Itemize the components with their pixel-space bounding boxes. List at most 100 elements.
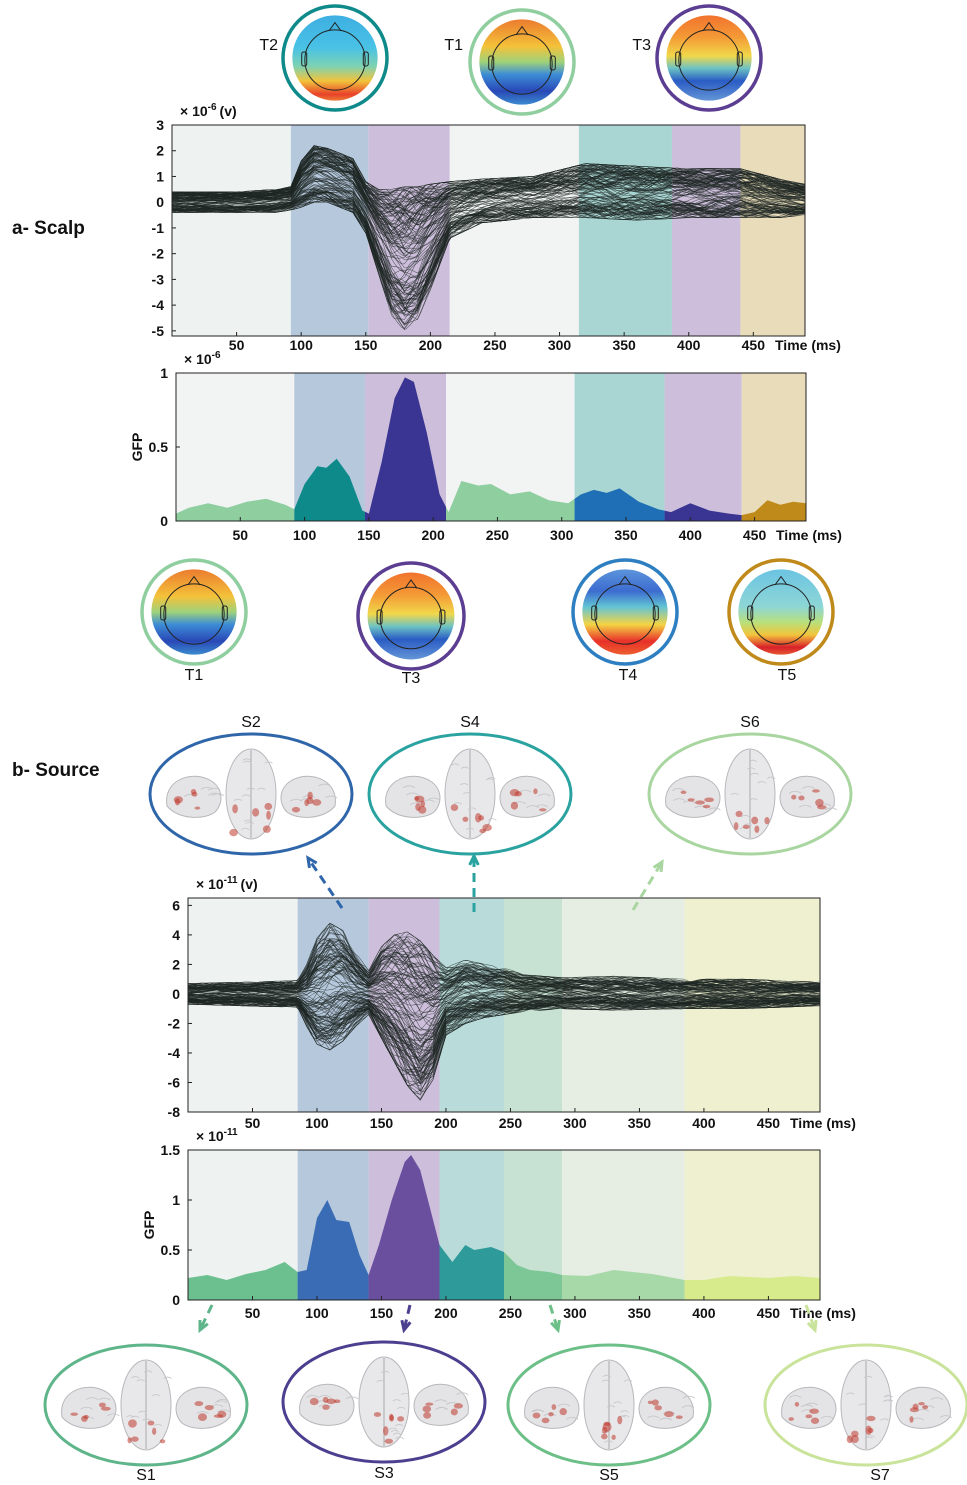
topomap-label: T1 (185, 667, 204, 684)
brain-sulcus (406, 792, 419, 796)
head-outline-icon (163, 583, 225, 645)
activation-spot (217, 1410, 227, 1418)
source-label: S1 (136, 1467, 156, 1484)
x-tick-label: 250 (499, 1305, 523, 1321)
gfp-area-segment (562, 1270, 685, 1300)
x-tick-label: 300 (563, 1305, 587, 1321)
activation-spot (425, 1402, 434, 1406)
brain-sulcus (85, 1397, 99, 1400)
topomap-t2: T2 (259, 4, 389, 112)
time-window-1 (176, 373, 295, 521)
brain-sulcus (434, 1399, 447, 1403)
arrow-shaft (631, 861, 664, 911)
head-outline-icon (594, 583, 656, 645)
activation-spot (764, 817, 770, 825)
y-tick-label: -3 (152, 271, 165, 287)
y-tick-label: 0 (172, 986, 180, 1002)
brain-sulcus (557, 1403, 571, 1407)
arrow-head-icon (400, 1319, 412, 1334)
arrow-to-s2 (306, 855, 344, 909)
activation-spot (384, 1438, 394, 1444)
y-tick-label: -2 (152, 246, 165, 262)
y-tick-label: 0 (160, 513, 168, 529)
ear-icon (376, 609, 383, 625)
brain-sulcus (376, 1380, 385, 1383)
arrow-shaft (402, 1304, 412, 1331)
y-tick-label: -4 (152, 297, 165, 313)
activation-spot (809, 1408, 819, 1414)
x-axis-label: Time (ms) (776, 527, 842, 543)
brain-sulcus (246, 787, 256, 790)
y-tick-label: 1 (156, 168, 164, 184)
brain-sulcus (743, 823, 753, 826)
brain-sulcus (196, 1411, 209, 1414)
brain-sulcus (647, 1415, 660, 1419)
activation-spot (453, 1403, 464, 1409)
activation-spot (326, 1398, 336, 1405)
topomap-label: T2 (259, 37, 278, 54)
activation-spot (851, 1430, 859, 1438)
brain-sulcus (884, 1395, 893, 1398)
arrow-to-s6 (631, 859, 664, 911)
brain-sulcus (682, 1395, 696, 1399)
brain-sulcus (396, 1406, 406, 1410)
erp-trace (187, 999, 821, 1085)
ear-icon (549, 55, 556, 71)
x-tick-label: 200 (419, 337, 443, 353)
activation-spot (130, 1436, 139, 1442)
activation-spot (851, 1435, 859, 1444)
brain-lateral-view (385, 775, 441, 818)
brain-sulcus (730, 792, 740, 796)
brain-sulcus (757, 781, 767, 784)
y-tick-label: 3 (156, 117, 164, 133)
brain-sulcus (345, 1396, 359, 1400)
x-tick-label: 50 (245, 1305, 261, 1321)
activation-spot (128, 1419, 137, 1428)
activation-spot (304, 799, 309, 807)
time-window-2 (297, 898, 369, 1112)
time-window-4 (449, 125, 579, 336)
brain-sulcus (151, 1394, 161, 1397)
brain-lateral-view (499, 775, 555, 818)
activation-spot (812, 789, 820, 793)
brain-sulcus (604, 1440, 613, 1443)
arrow-head-icon (198, 1319, 209, 1334)
arrow-head-icon (806, 1319, 818, 1334)
nose-icon (328, 21, 342, 32)
activation-spot (909, 1416, 914, 1423)
arrow-to-s7 (804, 1304, 818, 1334)
topomaps-top: T2 T1 T3 (259, 4, 763, 116)
brain-sulcus (488, 818, 497, 821)
brain-sulcus (318, 1395, 331, 1398)
brain-sulcus (394, 1424, 404, 1427)
brain-sulcus (395, 1436, 404, 1439)
source-s1: S1 (43, 1343, 249, 1484)
activation-spot (190, 789, 197, 795)
gfp-area-segment (446, 481, 575, 521)
activation-spot (83, 1414, 89, 1419)
erp-trace (171, 188, 806, 309)
activation-spot (264, 802, 273, 810)
activation-spot (423, 1412, 432, 1419)
brain-lateral-view (175, 1386, 231, 1429)
y-tick-label: 0.5 (149, 439, 169, 455)
activation-spot (702, 804, 711, 809)
brain-sulcus (243, 819, 253, 822)
gfp-area-segment (365, 377, 446, 521)
y-tick-label: -8 (168, 1104, 181, 1120)
brain-sulcus (741, 814, 750, 818)
ear-icon (591, 605, 598, 621)
brain-sulcus (245, 821, 254, 824)
activation-spot (262, 825, 271, 833)
brain-sulcus (462, 792, 472, 795)
brain-sulcus (240, 827, 250, 831)
gfp-areas (188, 1155, 820, 1300)
brain-sulcus (486, 777, 496, 780)
activation-spot (680, 790, 687, 794)
y-multiplier-label: × 10-11 (v) (196, 875, 258, 892)
topomap-t5: T5 (727, 558, 835, 684)
x-tick-label: 100 (293, 527, 317, 543)
nose-icon (702, 21, 716, 32)
x-tick-label: 350 (628, 1305, 652, 1321)
x-tick-label: 450 (757, 1305, 781, 1321)
